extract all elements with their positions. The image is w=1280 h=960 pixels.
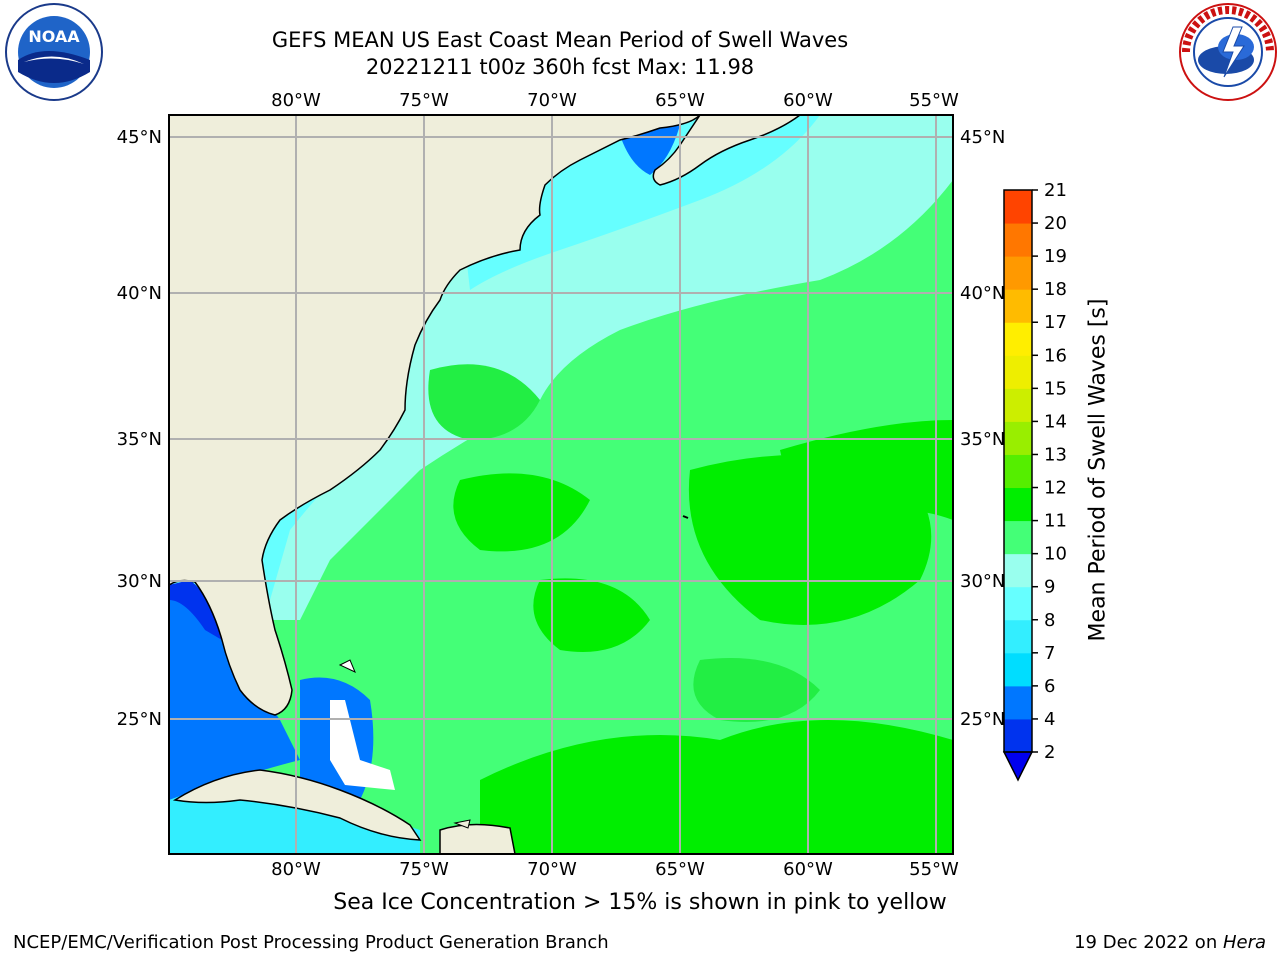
colorbar-tick-label: 20	[1044, 213, 1067, 234]
colorbar-segment	[1004, 520, 1032, 555]
swell-band-under-2	[169, 580, 222, 640]
colorbar-segment	[1004, 619, 1032, 654]
lat-label: 40°N	[117, 283, 162, 304]
colorbar-tick-label: 8	[1044, 610, 1055, 631]
colorbar-segment	[1004, 553, 1032, 588]
cuba-land	[172, 769, 422, 841]
bermuda-island	[682, 515, 689, 519]
footer-date-text: 19 Dec 2022 on	[1074, 932, 1223, 953]
lat-labels-right: 45°N 40°N 35°N 30°N 25°N	[960, 127, 1005, 730]
footer-producer: NCEP/EMC/Verification Post Processing Pr…	[13, 932, 609, 953]
lon-label: 70°W	[527, 90, 577, 111]
lon-label: 80°W	[271, 90, 321, 111]
colorbar-segment	[1004, 355, 1032, 389]
lat-label: 25°N	[960, 709, 1005, 730]
bahamas-island	[338, 659, 356, 673]
lon-label: 60°W	[783, 90, 833, 111]
colorbar-segment	[1004, 322, 1032, 356]
lat-label: 30°N	[117, 571, 162, 592]
colorbar-tick-label: 10	[1044, 544, 1067, 565]
island	[453, 819, 471, 829]
lat-label: 35°N	[117, 429, 162, 450]
colorbar: 2 4 6 7 8 9 10 11 12 13 14 15 16 17 18 19 20 21	[1002, 180, 1067, 782]
footer-date: 19 Dec 2022 on Hera	[1074, 932, 1266, 953]
colorbar-segment	[1004, 454, 1032, 489]
swell-patch	[453, 473, 590, 552]
colorbar-tick-label: 2	[1044, 742, 1055, 763]
colorbar-tick-label: 13	[1044, 444, 1067, 465]
lat-label: 40°N	[960, 283, 1005, 304]
map-frame	[168, 114, 954, 855]
hispaniola-land	[439, 823, 516, 854]
lon-label: 60°W	[783, 859, 833, 880]
lon-label: 65°W	[655, 859, 705, 880]
colorbar-tick-label: 7	[1044, 643, 1055, 664]
us-east-coast-land	[169, 115, 702, 716]
colorbar-segment	[1004, 487, 1032, 522]
lon-label: 65°W	[655, 90, 705, 111]
lat-label: 45°N	[960, 127, 1005, 148]
colorbar-segment	[1004, 421, 1032, 455]
swell-patch	[780, 420, 953, 520]
colorbar-tick-label: 14	[1044, 411, 1067, 432]
lat-label: 45°N	[117, 127, 162, 148]
swell-band-caribbean	[169, 786, 420, 854]
colorbar-segment	[1004, 685, 1032, 720]
colorbar-segment	[1004, 190, 1032, 224]
colorbar-frame	[1003, 189, 1033, 753]
colorbar-tick-label: 18	[1044, 279, 1067, 300]
lat-label: 35°N	[960, 429, 1005, 450]
colorbar-segment	[1004, 256, 1032, 290]
colorbar-segment	[1004, 388, 1032, 422]
lat-labels-left: 45°N 40°N 35°N 30°N 25°N	[117, 127, 162, 730]
colorbar-segment	[1004, 652, 1032, 687]
swell-band-2-4	[169, 589, 300, 800]
chart-title: GEFS MEAN US East Coast Mean Period of S…	[271, 28, 849, 52]
chart-subtitle: 20221211 t00z 360h fcst Max: 11.98	[365, 55, 755, 79]
lon-label: 70°W	[527, 859, 577, 880]
swell-patch	[693, 658, 820, 722]
nws-logo-icon	[1179, 3, 1277, 101]
colorbar-segment	[1004, 586, 1032, 621]
noaa-logo-icon: NOAA	[5, 3, 103, 101]
lon-label: 75°W	[399, 90, 449, 111]
lon-labels-bottom: 80°W 75°W 70°W 65°W 60°W 55°W	[271, 859, 959, 880]
colorbar-tick-label: 17	[1044, 312, 1067, 333]
map-panel	[169, 115, 953, 854]
colorbar-label: Mean Period of Swell Waves [s]	[1085, 298, 1111, 642]
lon-label: 55°W	[909, 859, 959, 880]
lat-label: 25°N	[117, 709, 162, 730]
colorbar-segment	[1004, 289, 1032, 323]
colorbar-tick-label: 11	[1044, 511, 1067, 532]
colorbar-segment	[1004, 718, 1032, 753]
swell-patch	[533, 578, 650, 652]
colorbar-tick-label: 12	[1044, 478, 1067, 499]
colorbar-tick-label: 4	[1044, 709, 1055, 730]
colorbar-tick-label: 19	[1044, 246, 1067, 267]
swell-patch	[480, 720, 953, 854]
colorbar-tick-label: 16	[1044, 345, 1067, 366]
colorbar-segment	[1004, 223, 1032, 257]
colorbar-tick-label: 6	[1044, 676, 1055, 697]
lon-label: 55°W	[909, 90, 959, 111]
lat-label: 30°N	[960, 571, 1005, 592]
footer-host: Hera	[1222, 932, 1266, 953]
graticule	[169, 115, 953, 854]
colorbar-tick-label: 9	[1044, 577, 1055, 598]
colorbar-tick-label: 21	[1044, 180, 1067, 201]
colorbar-tick-label: 15	[1044, 378, 1067, 399]
colorbar-under-arrow	[1002, 751, 1034, 782]
lon-label: 75°W	[399, 859, 449, 880]
lon-labels-top: 80°W 75°W 70°W 65°W 60°W 55°W	[271, 90, 959, 111]
noaa-logo-text: NOAA	[28, 27, 80, 46]
swell-patch	[428, 364, 540, 440]
shallow-bank-area	[330, 700, 395, 790]
lon-label: 80°W	[271, 859, 321, 880]
sea-ice-note: Sea Ice Concentration > 15% is shown in …	[333, 890, 947, 915]
